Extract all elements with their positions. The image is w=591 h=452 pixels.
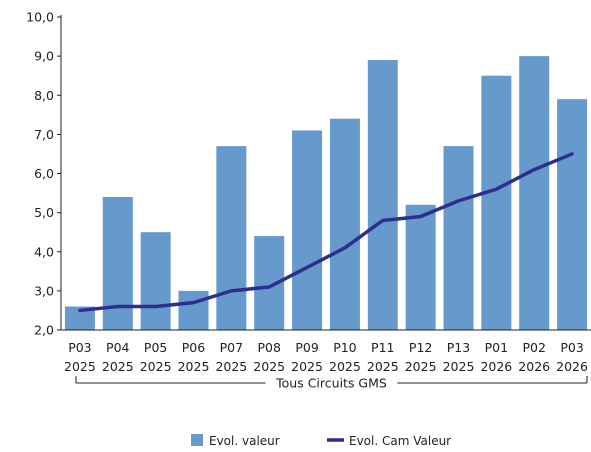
y-tick-label: 9,0 — [34, 49, 54, 64]
x-tick-label-year: 2025 — [178, 359, 210, 374]
x-tick-label-period: P06 — [182, 340, 205, 355]
x-tick-label-period: P03 — [560, 340, 583, 355]
bar-p07-2025 — [216, 146, 247, 330]
y-tick-label: 7,0 — [34, 127, 54, 142]
legend-label-line: Evol. Cam Valeur — [349, 434, 451, 448]
x-tick-label-period: P02 — [522, 340, 545, 355]
x-tick-label-year: 2025 — [140, 359, 172, 374]
x-tick-label-year: 2026 — [556, 359, 588, 374]
legend: Evol. valeur Evol. Cam Valeur — [191, 434, 451, 448]
line-series — [78, 152, 574, 313]
x-tick-label-year: 2025 — [102, 359, 134, 374]
bar-p03-2025 — [64, 306, 95, 330]
x-tick-label-year: 2025 — [291, 359, 323, 374]
bar-p10-2025 — [329, 118, 360, 330]
x-tick-label-period: P01 — [485, 340, 508, 355]
y-axis: 2,0 3,0 4,0 5,0 6,0 7,0 8,0 9,0 10,0 — [26, 10, 62, 338]
y-tick-label: 4,0 — [34, 244, 54, 259]
bar-p02-2026 — [519, 56, 550, 330]
x-tick-label-period: P04 — [106, 340, 129, 355]
bar-p05-2025 — [140, 232, 171, 330]
y-tick-label: 10,0 — [26, 10, 54, 25]
bar-p06-2025 — [178, 290, 209, 330]
x-tick-label-year: 2025 — [215, 359, 247, 374]
category-group: Tous Circuits GMS — [75, 376, 588, 391]
x-axis: P03 2025 P04 2025 P05 2025 P06 2025 P07 2025 P08 20… — [61, 329, 591, 374]
x-tick-label-year: 2026 — [518, 359, 550, 374]
x-tick-label-period: P08 — [257, 340, 280, 355]
x-tick-label-period: P11 — [371, 340, 394, 355]
x-tick-label-period: P09 — [295, 340, 318, 355]
x-tick-label-period: P12 — [409, 340, 432, 355]
y-tick-label: 2,0 — [34, 323, 54, 338]
x-tick-label-period: P05 — [144, 340, 167, 355]
bar-p12-2025 — [405, 204, 436, 330]
legend-label-bar: Evol. valeur — [209, 434, 280, 448]
bar-p09-2025 — [292, 130, 323, 330]
x-tick-label-year: 2025 — [405, 359, 437, 374]
bar-p04-2025 — [102, 196, 133, 330]
x-tick-label-year: 2026 — [480, 359, 512, 374]
x-tick-label-year: 2025 — [64, 359, 96, 374]
x-tick-label-year: 2025 — [367, 359, 399, 374]
y-tick-label: 8,0 — [34, 88, 54, 103]
bar-p13-2025 — [443, 146, 474, 330]
bar-series — [64, 56, 588, 330]
bar-p01-2026 — [481, 75, 512, 330]
legend-swatch-bar — [191, 434, 203, 446]
group-label: Tous Circuits GMS — [275, 376, 387, 391]
x-tick-label-year: 2025 — [253, 359, 285, 374]
y-tick-label: 6,0 — [34, 166, 54, 181]
x-tick-label-period: P03 — [68, 340, 91, 355]
x-tick-label-period: P10 — [333, 340, 356, 355]
y-tick-label: 3,0 — [34, 283, 54, 298]
bar-p11-2025 — [367, 60, 398, 330]
x-tick-label-period: P07 — [220, 340, 243, 355]
bar-p03-2026 — [557, 99, 588, 330]
x-tick-label-year: 2025 — [329, 359, 361, 374]
x-tick-label-period: P13 — [447, 340, 470, 355]
y-tick-label: 5,0 — [34, 205, 54, 220]
x-tick-label-year: 2025 — [443, 359, 475, 374]
cam-valeur-line — [78, 152, 574, 313]
